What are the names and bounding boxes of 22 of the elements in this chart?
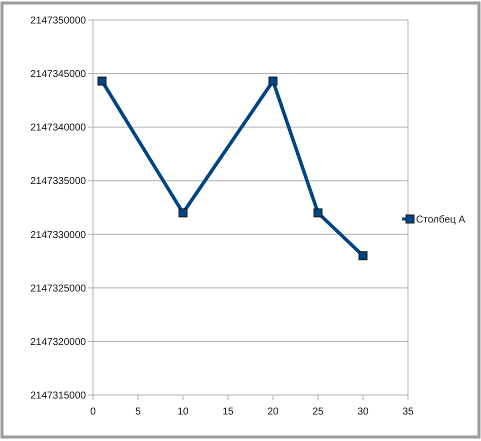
x-tick-label: 25 <box>312 406 324 418</box>
legend-label: Столбец A <box>416 214 466 226</box>
y-tick-label: 2147340000 <box>30 122 86 134</box>
y-tick-label: 2147335000 <box>30 176 86 188</box>
x-tick-label: 10 <box>177 406 189 418</box>
y-tick-label: 2147325000 <box>30 283 86 294</box>
y-tick-label: 2147320000 <box>30 336 86 348</box>
point <box>358 251 368 260</box>
x-tick-label: 20 <box>267 406 279 418</box>
point <box>314 208 322 218</box>
point <box>178 208 188 218</box>
point <box>268 76 278 86</box>
point <box>98 76 106 86</box>
y-tick-label: 2147315000 <box>30 390 86 402</box>
x-tick-label: 5 <box>135 406 142 418</box>
x-tick-label: 15 <box>222 406 234 418</box>
y-tick-label: 2147330000 <box>30 230 86 241</box>
x-tick-label: 0 <box>90 406 96 418</box>
x-tick-label: 35 <box>402 406 414 418</box>
x-tick-label: 30 <box>357 406 369 418</box>
y-tick-label: 2147350000 <box>30 16 86 26</box>
y-tick-label: 2147345000 <box>30 69 86 80</box>
